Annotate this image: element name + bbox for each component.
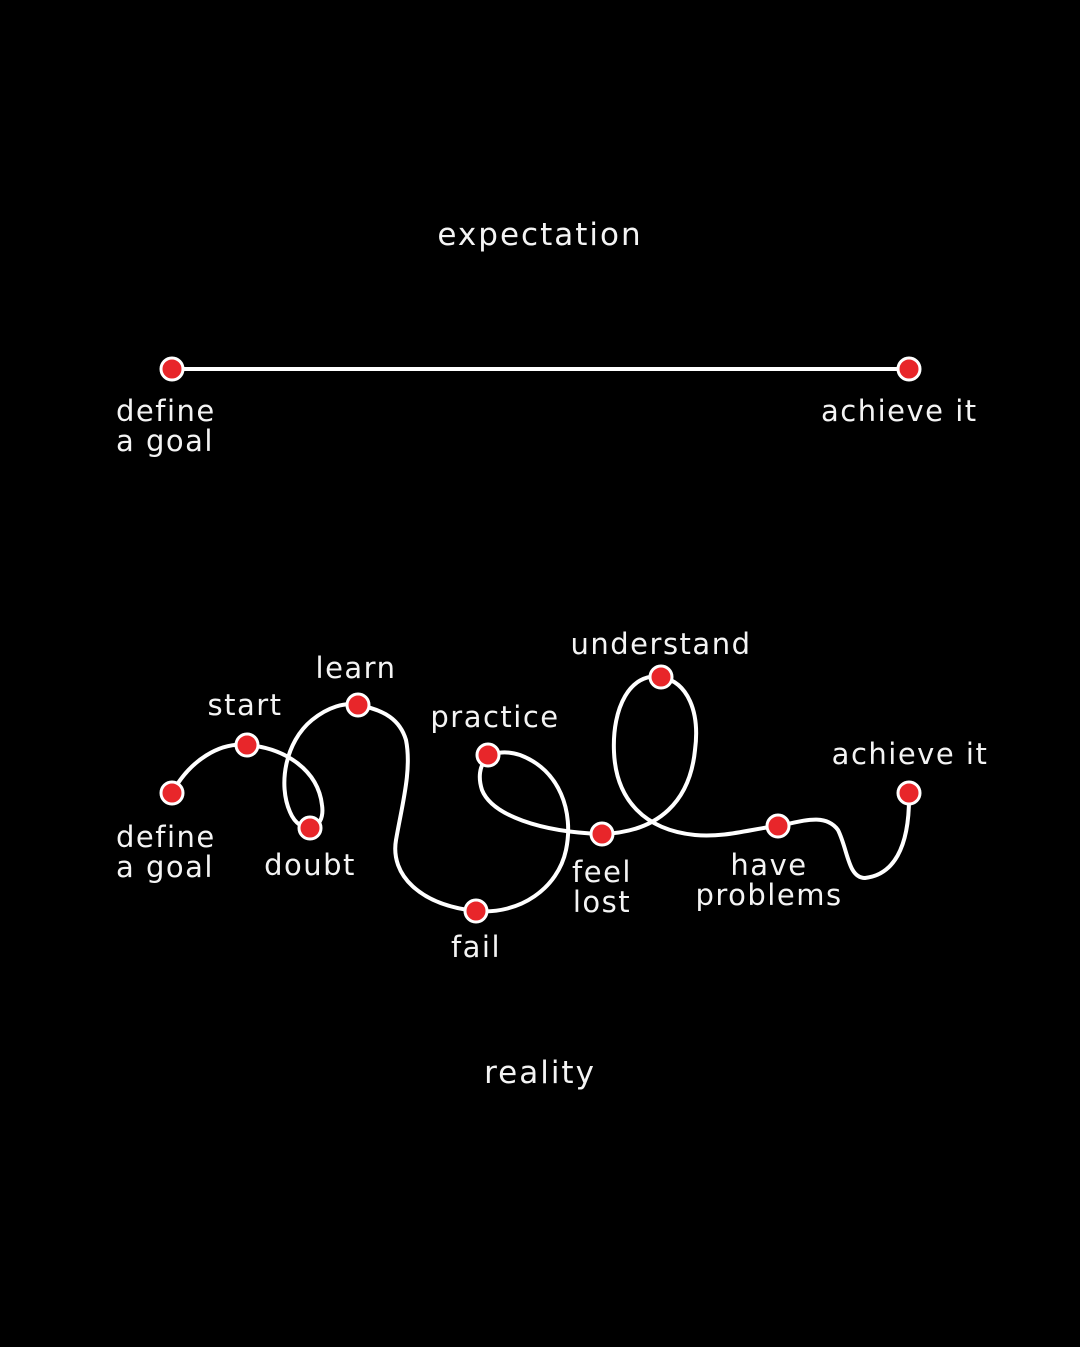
expectation-title: expectation	[437, 217, 643, 253]
dot-understand	[648, 664, 674, 690]
reality-path	[170, 674, 912, 914]
label-have-problems: have problems	[695, 850, 842, 910]
label-have-problems-line2: problems	[695, 878, 843, 912]
label-have-problems-line1: have	[730, 848, 808, 882]
label-practice: practice	[430, 700, 560, 734]
label-learn: learn	[315, 651, 397, 685]
label-feel-lost: feel lost	[572, 857, 632, 917]
reality-title: reality	[484, 1055, 596, 1091]
dot-have-problems	[765, 813, 791, 839]
expectation-start-label: define a goal	[116, 396, 216, 456]
dot-start	[234, 732, 260, 758]
dot-learn	[345, 692, 371, 718]
dot-feel-lost	[589, 821, 615, 847]
dot-fail	[463, 898, 489, 924]
label-fail: fail	[450, 930, 502, 964]
expectation-start-label-line1: define	[116, 394, 216, 428]
expectation-start-label-line2: a goal	[116, 424, 214, 458]
label-define-goal: define a goal	[116, 822, 216, 882]
expectation-end-dot	[896, 356, 922, 382]
label-define-goal-line1: define	[116, 820, 216, 854]
dot-doubt	[297, 815, 323, 841]
dot-achieve-it	[896, 780, 922, 806]
dot-define-goal	[159, 780, 185, 806]
label-achieve-it: achieve it	[831, 737, 989, 771]
expectation-start-dot	[159, 356, 185, 382]
dot-practice	[475, 742, 501, 768]
label-understand: understand	[570, 627, 752, 661]
label-doubt: doubt	[264, 848, 356, 882]
label-feel-lost-line2: lost	[572, 885, 632, 919]
expectation-end-label: achieve it	[821, 394, 978, 428]
label-start: start	[207, 688, 283, 722]
label-feel-lost-line1: feel	[572, 855, 632, 889]
label-define-goal-line2: a goal	[116, 850, 214, 884]
